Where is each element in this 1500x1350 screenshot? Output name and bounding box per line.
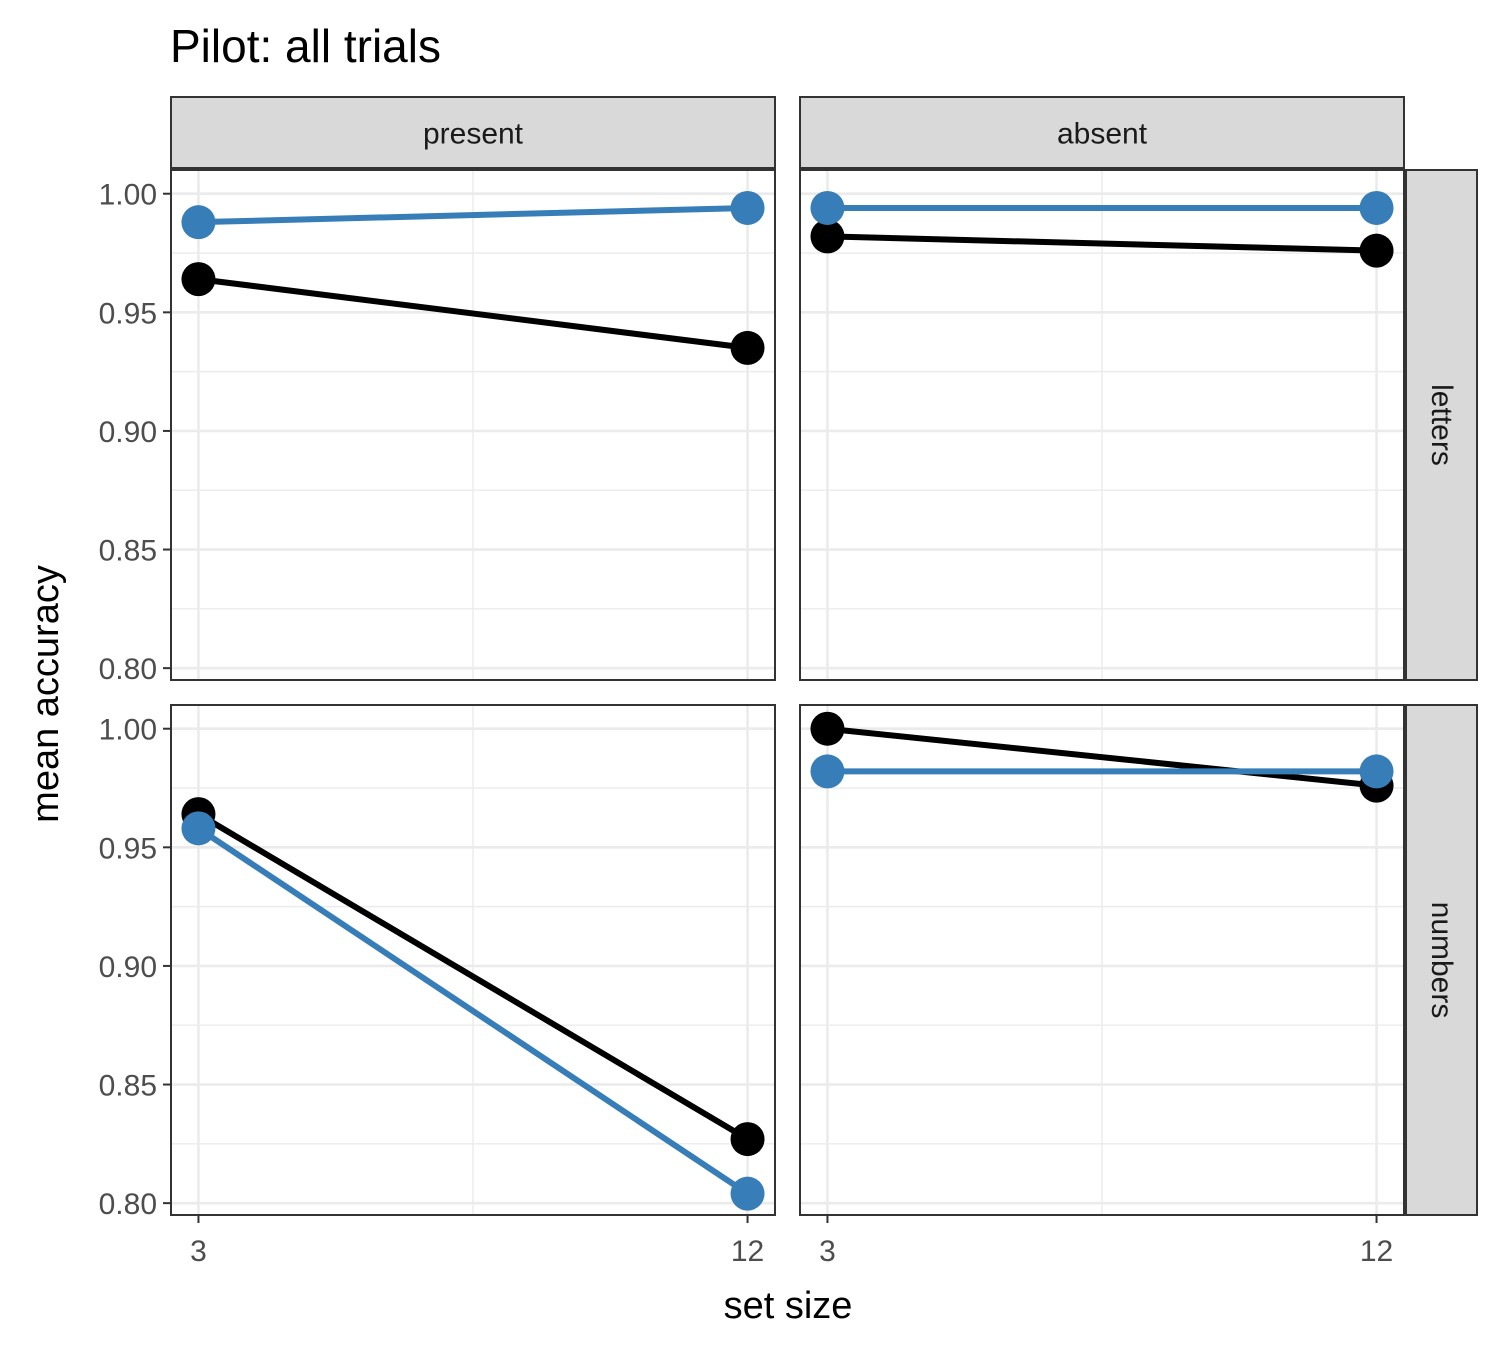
strip-present <box>170 96 776 169</box>
x-tick-label: 12 <box>731 1235 764 1268</box>
series-line-2 <box>196 825 750 1197</box>
data-point-series-2 <box>810 754 845 789</box>
data-point-series-2 <box>810 190 845 225</box>
strip-numbers <box>1405 704 1478 1216</box>
facet-panels: present absentlettersnumbers0.800.850.900… <box>99 96 1478 1268</box>
y-tick-label: 0.90 <box>99 951 157 984</box>
panel-border <box>799 169 1405 681</box>
series-line-2 <box>198 204 748 226</box>
data-point-series-1 <box>181 262 216 297</box>
series-line-1 <box>827 725 1377 789</box>
y-tick-label: 0.80 <box>99 653 157 686</box>
x-tick-label: 12 <box>1360 1235 1393 1268</box>
y-tick-label: 1.00 <box>99 714 157 747</box>
y-tick-label: 0.80 <box>99 1188 157 1221</box>
strip-letters <box>1405 169 1478 681</box>
series-line-1 <box>198 276 748 351</box>
x-axis-title: set size <box>724 1285 853 1327</box>
data-point-series-2 <box>730 1176 765 1211</box>
data-point-series-1 <box>730 330 765 365</box>
data-point-series-2 <box>1359 190 1394 225</box>
strip-label-letters: letters <box>1425 384 1458 466</box>
x-tick-label: 3 <box>190 1235 207 1268</box>
data-point-series-2 <box>1359 754 1394 789</box>
y-tick-label: 0.95 <box>99 297 157 330</box>
series-line-1 <box>196 811 750 1142</box>
series-line-1 <box>827 233 1377 254</box>
y-tick-label: 0.90 <box>99 416 157 449</box>
panel-border <box>799 704 1405 1216</box>
strip-absent <box>799 96 1405 169</box>
data-point-series-1 <box>810 219 845 254</box>
panel-present-letters: 0.80 0.85 0.90 0.95 1.00 <box>99 169 776 686</box>
y-tick-label: 1.00 <box>99 179 157 212</box>
strip-label-present: present <box>423 118 524 151</box>
data-point-series-1 <box>810 711 845 746</box>
y-axis-title: mean accuracy <box>25 565 67 823</box>
data-point-series-1 <box>1359 233 1394 268</box>
panel-border <box>170 169 776 681</box>
y-tick-label: 0.85 <box>99 535 157 568</box>
panel-present-numbers: 0.80 0.85 0.90 0.95 1.00 3 12 <box>99 704 776 1268</box>
data-point-series-2 <box>181 205 216 240</box>
panel-absent-letters <box>799 169 1405 681</box>
data-point-series-2 <box>181 811 216 846</box>
strip-label-numbers: numbers <box>1425 902 1458 1019</box>
y-tick-label: 0.85 <box>99 1070 157 1103</box>
y-tick-label: 0.95 <box>99 832 157 865</box>
data-point-series-2 <box>730 190 765 225</box>
x-tick-label: 3 <box>819 1235 836 1268</box>
strip-label-absent: absent <box>1057 118 1148 151</box>
panel-border <box>170 704 776 1216</box>
chart-title: Pilot: all trials <box>170 20 441 72</box>
panel-absent-numbers: 3 12 <box>799 704 1405 1268</box>
data-point-series-1 <box>730 1122 765 1157</box>
